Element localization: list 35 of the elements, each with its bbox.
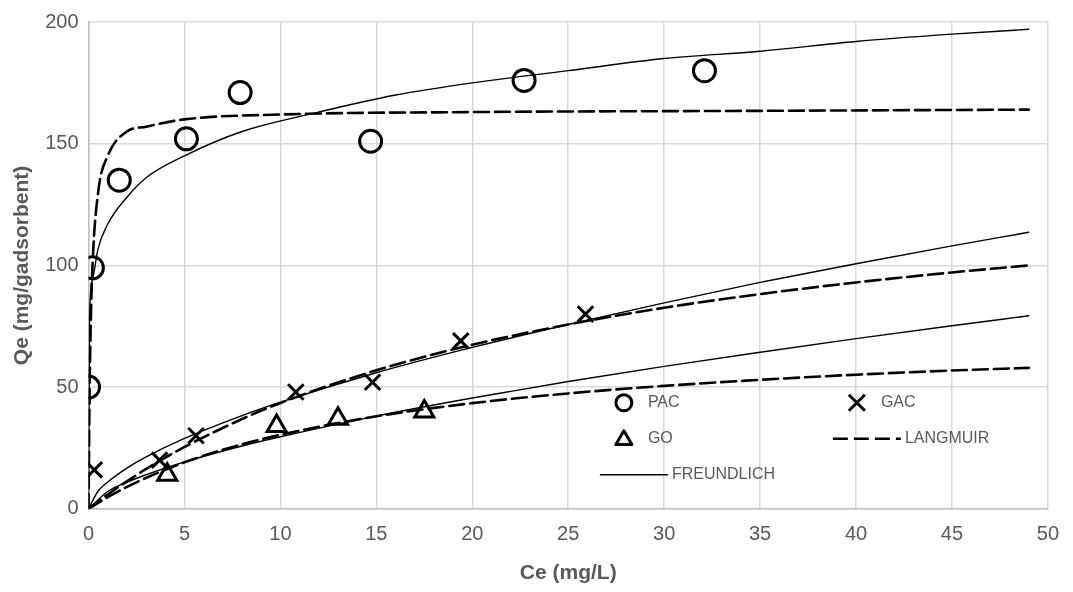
legend-label: FREUNDLICH [671,465,775,483]
legend-label: GO [647,429,673,447]
x-tick-label: 10 [269,522,292,545]
legend-label: GAC [880,393,916,411]
point [227,80,253,106]
y-axis-title: Qe (mg/gadsorbent) [9,165,33,366]
x-tick-label: 25 [557,522,580,545]
point [150,450,169,470]
point [511,67,537,93]
point [358,128,384,154]
point [451,331,471,351]
point [173,126,199,152]
x-tick-label: 5 [178,522,191,545]
x-tick-label: 15 [365,522,388,545]
point [691,58,717,84]
x-tick-label: 35 [748,522,772,545]
y-tick-label: 100 [45,252,79,275]
point [576,304,595,324]
point [186,426,206,446]
legend-label: PAC [647,393,680,411]
x-tick-label: 30 [653,522,676,545]
x-tick-label: 0 [83,522,95,545]
legend-label: LANGMUIR [904,429,990,447]
x-tick-label: 20 [461,522,484,545]
y-tick-label: 200 [45,9,79,32]
x-axis-title: Ce (mg/L) [519,560,617,584]
point [286,382,306,402]
x-tick-label: 50 [1036,522,1059,545]
x-tick-label: 40 [844,522,868,545]
point [363,372,382,392]
y-tick-label: 50 [56,374,79,397]
x-tick-label: 45 [940,522,964,545]
y-tick-label: 0 [67,496,79,519]
point [106,167,132,193]
y-tick-label: 150 [45,131,79,154]
